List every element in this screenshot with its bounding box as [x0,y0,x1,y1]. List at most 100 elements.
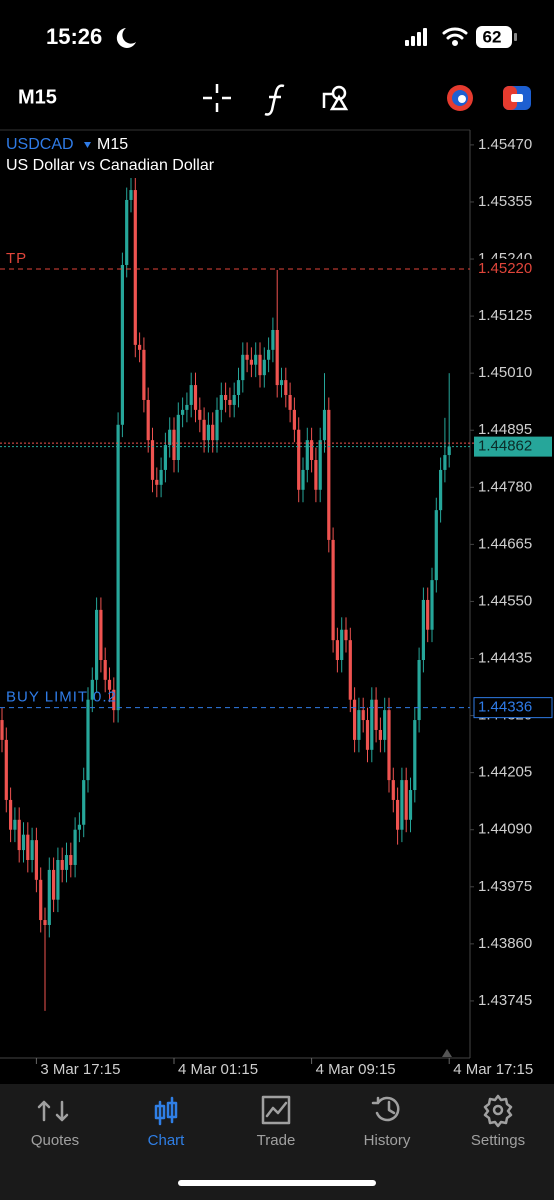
candle-body [9,799,13,830]
candle-body [258,354,262,376]
timeframe-button[interactable]: M15 [18,86,57,108]
candle-body [163,445,167,470]
tab-icon-center [492,1104,504,1116]
candle-body [262,359,266,376]
candle-body [64,855,69,870]
level-price-tag [473,697,553,719]
candle-body [297,429,301,490]
y-tick-label: 1.43745 [478,992,532,1009]
indicators-button[interactable] [264,84,285,116]
candle-body [391,780,395,800]
candle-body [181,409,185,415]
tab[interactable]: Trade [257,1095,296,1149]
candle-body [155,479,159,485]
symbol-dropdown[interactable] [84,142,91,148]
tab[interactable]: Chart [148,1096,186,1149]
chart-timeframe: M15 [97,136,128,153]
account-icon[interactable] [447,85,473,111]
candle-body [69,855,73,865]
candle-body [249,359,253,365]
tab-icon [483,1094,513,1128]
candle-body [236,380,241,396]
tab-icon [261,1095,291,1125]
candle-body [193,385,198,410]
candle-body [185,404,189,410]
candle-body [245,354,249,360]
y-tick-label: 1.44090 [478,821,532,838]
candle-body [241,354,245,381]
candle-body [0,720,4,740]
tab-label: History [364,1132,411,1149]
trade-icon[interactable] [503,86,531,110]
y-tick-label: 1.45470 [478,136,532,153]
tabs: Quotes Chart Trade History Settings [31,1094,525,1149]
y-tick-label: 1.44550 [478,592,532,609]
candle-body [426,599,430,630]
candle-body [228,399,232,405]
y-tick-label: 1.44435 [478,649,532,666]
y-tick-label: 1.45355 [478,193,532,210]
candle-body [224,395,228,400]
tab-icon [154,1096,178,1126]
y-tick-label: 1.45125 [478,307,532,324]
candle-body [361,710,365,721]
candle-body [43,920,47,926]
candle-body [400,780,404,830]
tab[interactable]: Settings [471,1094,525,1149]
candle-body [314,460,318,490]
candle-body [21,834,26,851]
candle-body [56,859,60,900]
y-tick-label: 1.44665 [478,535,532,552]
candle-body [47,869,51,926]
candle-body [150,440,155,480]
candle-body [99,609,103,661]
candle-body [275,329,279,386]
chart-subtitle: US Dollar vs Canadian Dollar [6,157,215,174]
header-bg [0,132,240,178]
candle-body [112,689,116,711]
candle-body [34,840,38,880]
candle-body [133,190,137,345]
candle-body [95,609,99,680]
overlay: TP 1.45220 BUY LIMIT 0.2 1.44336 1.44862 [0,250,553,719]
tab[interactable]: History [364,1096,411,1149]
y-tick-label: 1.43975 [478,878,532,895]
level-price: 1.45220 [478,260,532,277]
candle-body [288,395,292,410]
candle-body [267,349,271,360]
tab-label: Quotes [31,1132,79,1149]
candle-body [353,699,357,740]
moon-icon [116,28,136,48]
candle-body [4,739,8,800]
symbol[interactable]: USDCAD [6,136,74,153]
battery-tip [514,33,517,41]
candle-body [292,409,296,430]
candle-body [387,710,391,781]
crosshair-button[interactable] [203,84,231,112]
battery-level: 62 [483,27,502,46]
candle-body [331,539,335,641]
wifi-icon [442,27,468,46]
candle-body [17,819,21,851]
x-tick-label: 4 Mar 09:15 [316,1061,396,1078]
tab-icon [371,1096,400,1122]
candle-body [383,710,387,740]
candle-body [86,699,90,781]
candle-body [348,640,352,700]
objects-button[interactable] [322,85,349,111]
current-price-tag [474,436,552,457]
candle-body [310,440,314,461]
home-indicator [178,1180,376,1186]
candle-body [301,469,305,490]
candle-body [142,349,146,400]
candle-body [322,409,327,441]
candle-body [159,469,163,485]
tab-label: Trade [257,1132,296,1149]
candle-body [378,729,382,740]
tab[interactable]: Quotes [31,1100,79,1149]
candle-body [60,859,64,870]
current-price: 1.44862 [478,438,532,455]
candle-body [26,834,30,860]
level-name: TP [6,250,27,267]
candle-body [408,790,413,820]
